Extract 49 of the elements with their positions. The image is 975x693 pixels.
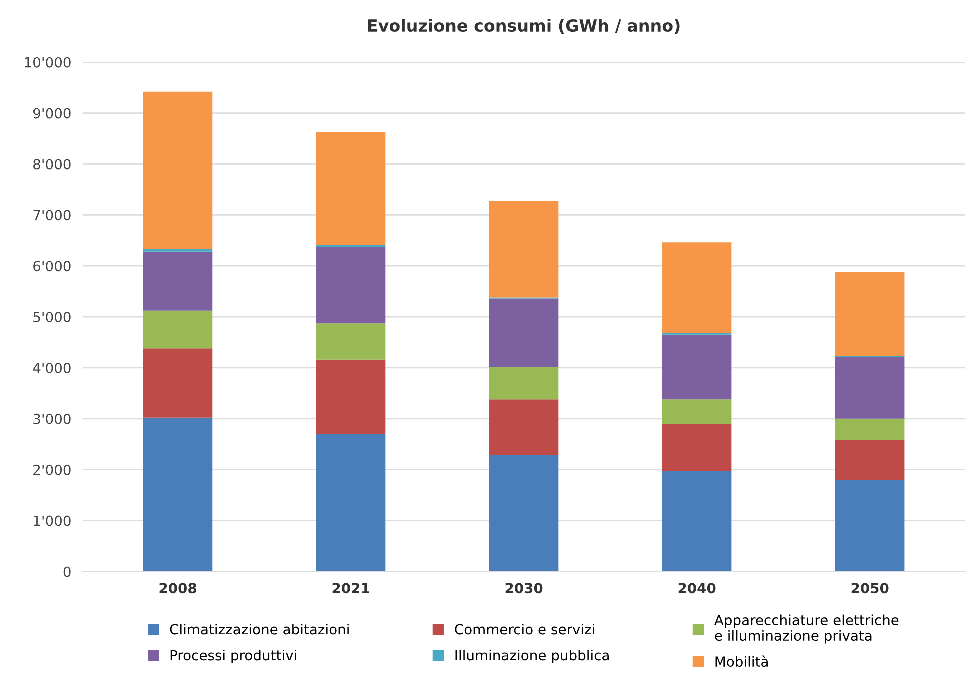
bar (662, 334, 732, 400)
x-tick-label: 2021 (332, 583, 370, 594)
y-tick-label: 8'000 (34, 159, 71, 170)
x-tick-label: 2008 (160, 583, 196, 594)
bar (835, 357, 905, 419)
bar (316, 434, 386, 572)
bar (662, 471, 732, 572)
bar (835, 440, 905, 481)
legend-label: Illuminazione pubblica (456, 650, 609, 664)
legend-label: Climatizzazione abitazioni (170, 624, 349, 635)
legend-label: Mobilità (716, 656, 768, 668)
y-tick-label: 2'000 (34, 464, 71, 476)
y-tick-label: 3'000 (34, 414, 71, 424)
bar (143, 252, 213, 311)
bar (316, 132, 386, 246)
bar (662, 424, 732, 472)
legend-label: Commercio e servizi (455, 624, 594, 635)
bar (662, 242, 732, 334)
bar (143, 92, 213, 250)
y-tick-label: 5'000 (34, 312, 71, 323)
bar (489, 455, 559, 572)
y-tick-label: 4'000 (33, 362, 71, 374)
bar (143, 418, 213, 572)
x-tick-label: 2040 (678, 583, 716, 594)
bar (489, 298, 559, 368)
bar (316, 360, 386, 434)
y-tick-label: 7'000 (34, 210, 71, 221)
bar (662, 400, 732, 425)
y-tick-label: 9'000 (33, 108, 71, 119)
bar (316, 324, 386, 360)
legend-label: Apparecchiature elettriche e illuminazione privata (714, 614, 899, 644)
bar (316, 247, 386, 324)
bar (143, 249, 213, 252)
bar (489, 201, 559, 298)
bar (489, 400, 559, 456)
y-tick-label: 0 (64, 566, 71, 578)
y-tick-label: 1'000 (34, 516, 71, 526)
y-tick-label: 10'000 (25, 57, 71, 68)
legend-label: Processi produttivi (170, 650, 296, 664)
bar (143, 348, 213, 418)
bar (489, 367, 559, 400)
bar (835, 418, 905, 440)
chart-title: Evoluzione consumi (GWh / anno) (368, 19, 680, 34)
bar (835, 480, 905, 572)
bar (835, 272, 905, 356)
y-tick-label: 6'000 (34, 261, 71, 272)
x-tick-label: 2030 (506, 583, 543, 594)
x-tick-label: 2050 (852, 583, 889, 594)
bar (143, 310, 213, 349)
